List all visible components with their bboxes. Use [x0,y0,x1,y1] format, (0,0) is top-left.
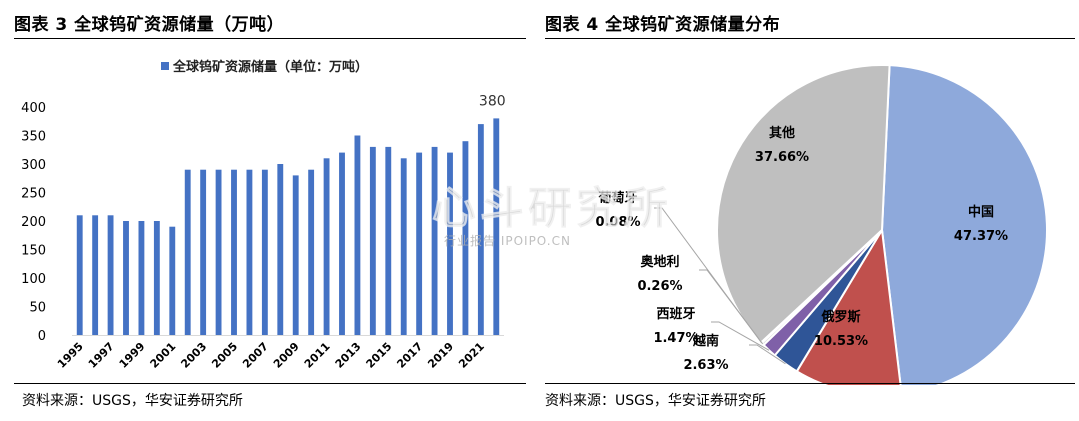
pie-slice [880,64,1048,385]
x-tick-label: 2001 [148,340,179,371]
slice-name-label: 奥地利 [640,254,679,270]
bar [477,124,484,335]
slice-name-label: 西班牙 [656,306,695,322]
slice-name-label: 中国 [968,204,994,220]
legend-label: 全球钨矿资源储量（单位：万吨） [172,59,368,75]
slice-pct-label: 37.66% [755,150,809,165]
bar [431,146,438,335]
x-tick-label: 2007 [240,340,271,371]
y-tick-label: 250 [21,187,46,202]
legend-swatch [161,62,169,70]
legend: 全球钨矿资源储量（单位：万吨） [161,59,368,75]
y-tick-label: 350 [21,130,46,145]
bar [308,169,315,335]
x-tick-label: 1995 [55,340,86,371]
y-tick-label: 100 [21,272,46,287]
slice-pct-label: 2.63% [683,358,728,373]
bar [462,141,469,335]
bar [447,152,453,335]
pie-title-rule [545,38,1075,39]
bar [200,169,207,335]
x-tick-label: 1997 [86,340,117,371]
slice-pct-label: 1.47% [653,331,698,346]
bar [107,215,114,335]
x-tick-label: 2017 [394,340,425,371]
x-tick-label: 2005 [209,340,240,371]
pie-chart-panel: 图表 4 全球钨矿资源储量分布 中国 47.37% 俄罗斯 10.53% 越南 2.63%… [541,0,1079,421]
pie-slice [795,226,902,385]
bar [215,169,222,335]
bar-title-rule [14,38,526,39]
bar-source-note: 资料来源：USGS，华安证券研究所 [22,393,243,409]
bar [138,221,145,335]
data-label: 380 [479,93,506,109]
leader-line [711,321,770,351]
pie-slice [716,64,891,344]
bar [416,152,423,335]
x-tick-label: 2013 [333,340,364,371]
y-tick-label: 150 [21,244,46,259]
slice-pct-label: 0.26% [637,279,682,294]
y-tick-label: 0 [38,329,46,344]
bar [339,152,345,335]
bar-figure-title: 图表 3 全球钨矿资源储量（万吨） [14,15,285,35]
bar-source-rule [14,383,526,384]
bar [323,158,330,335]
bar [292,175,299,335]
bar [369,146,376,335]
x-tick-label: 2021 [456,340,487,371]
slice-name-label: 越南 [692,333,719,349]
bar [261,169,268,335]
pie-source-rule [545,383,1075,384]
pie-source-note: 资料来源：USGS，华安证券研究所 [545,393,766,409]
x-tick-label: 2019 [425,340,456,371]
y-tick-label: 300 [21,158,46,173]
bar [400,158,407,335]
leader-line [749,344,786,365]
bar [231,169,237,335]
slice-pct-label: 47.37% [954,229,1008,244]
leader-line [654,207,762,344]
bar [76,215,83,335]
bar [354,135,361,335]
x-tick-label: 2011 [302,340,333,371]
y-tick-label: 50 [29,301,46,316]
slice-name-label: 俄罗斯 [820,309,860,325]
bar [123,221,129,335]
bar [153,221,160,335]
bar [92,215,99,335]
x-tick-label: 2003 [178,340,209,371]
y-tick-label: 400 [21,101,46,116]
x-tick-label: 2009 [271,340,302,371]
x-tick-label: 2015 [364,340,395,371]
bar [277,164,284,335]
bar [493,118,500,336]
y-tick-label: 200 [21,215,46,230]
slice-name-label: 其他 [769,125,795,141]
pie-chart: 中国 47.37% 俄罗斯 10.53% 越南 2.63% 西班牙 1.47% 奥地利 0.26%… [595,64,1048,385]
bar [169,226,176,335]
bar [184,169,191,335]
bar [385,146,392,335]
pie-figure-title: 图表 4 全球钨矿资源储量分布 [545,15,781,35]
x-tick-label: 1999 [117,340,148,371]
slice-pct-label: 0.08% [595,215,640,230]
slice-name-label: 葡萄牙 [597,190,637,206]
bar-chart-panel: 图表 3 全球钨矿资源储量（万吨） 全球钨矿资源储量（单位：万吨） 0 50 100 1… [0,0,530,421]
slice-pct-label: 10.53% [814,334,868,349]
bar-chart: 全球钨矿资源储量（单位：万吨） 0 50 100 150 200 250 300 350 400 1… [21,59,506,371]
bar [246,169,253,335]
